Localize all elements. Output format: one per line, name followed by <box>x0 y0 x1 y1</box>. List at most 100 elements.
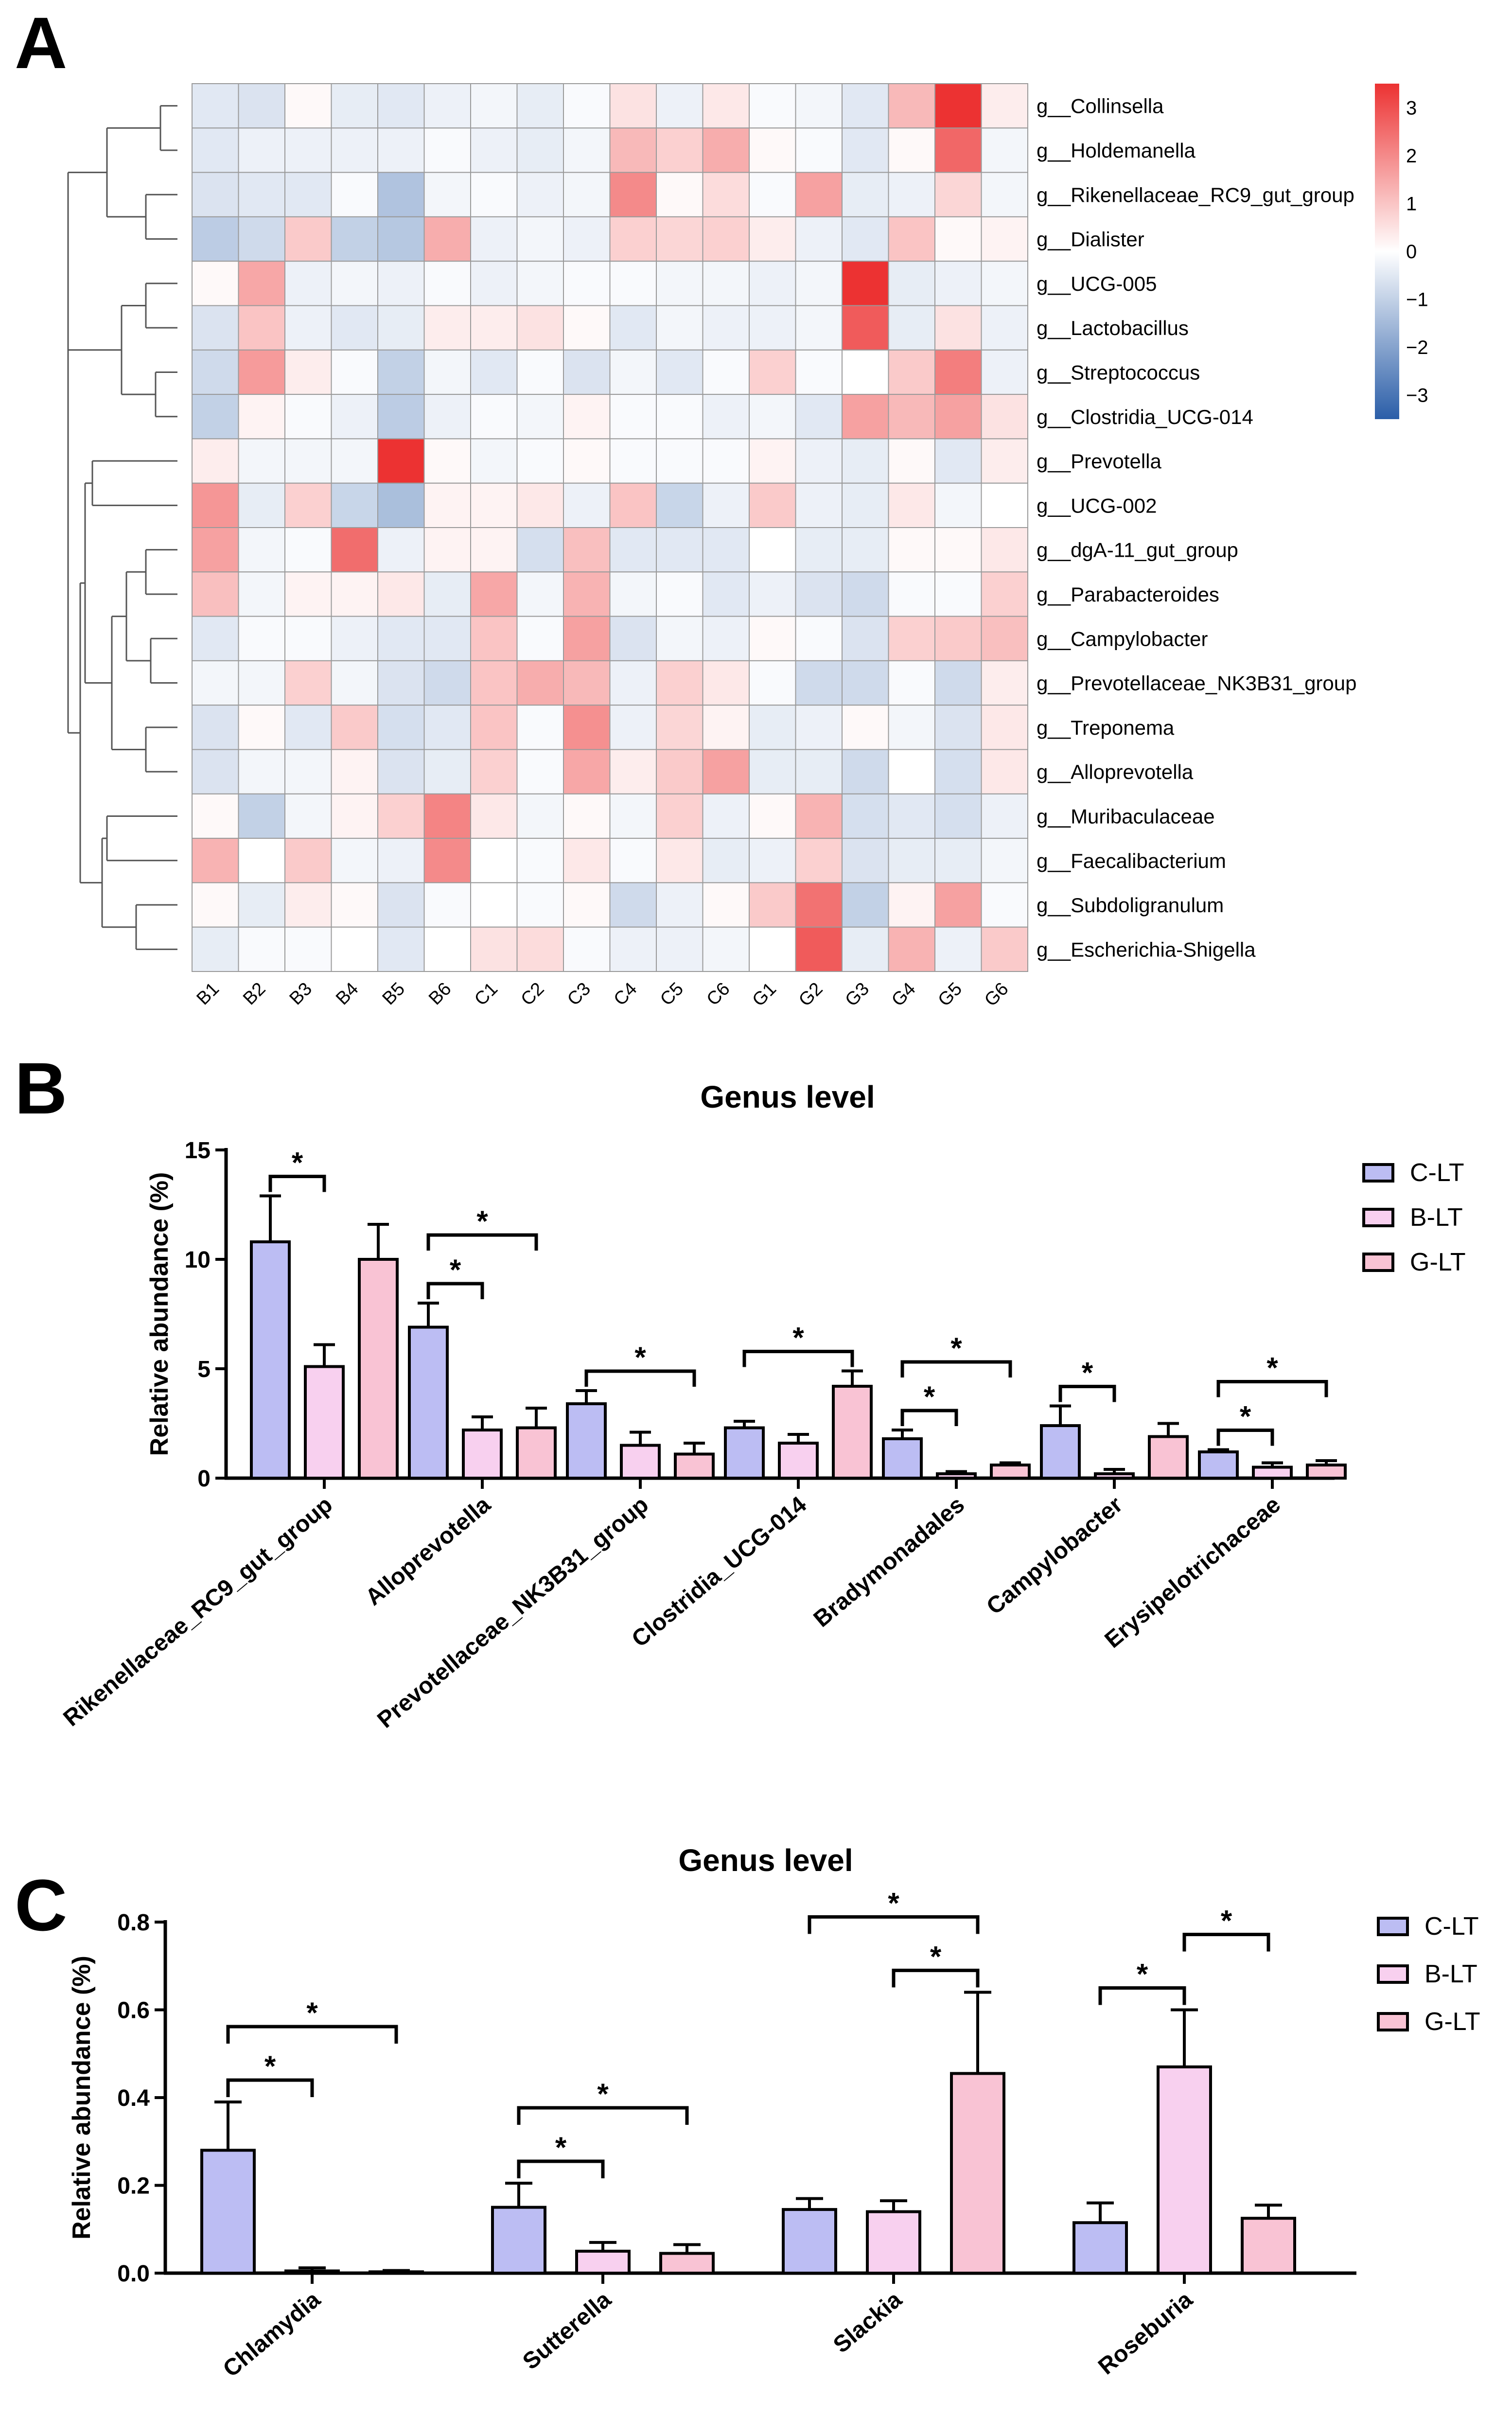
heatmap-cell <box>238 749 285 795</box>
heatmap-cell <box>331 261 378 306</box>
bar-b-lt <box>620 1444 661 1480</box>
colorbar-tick-label: 2 <box>1406 145 1417 167</box>
heatmap-cell <box>377 527 425 573</box>
heatmap-cell <box>563 882 611 928</box>
heatmap-cell <box>702 482 750 529</box>
heatmap-cell <box>609 571 657 617</box>
heatmap-cell <box>981 616 1028 661</box>
heatmap-cell <box>702 127 750 173</box>
heatmap-cell <box>795 394 843 440</box>
heatmap-cell <box>795 838 843 883</box>
heatmap-cell <box>795 349 843 395</box>
heatmap-cell <box>470 616 518 661</box>
y-tick-label: 0.0 <box>117 2261 150 2287</box>
heatmap-cell <box>516 571 564 617</box>
heatmap-cell <box>888 127 935 173</box>
heatmap-cell <box>563 349 611 395</box>
heatmap-cell <box>470 305 518 351</box>
significance-bracket <box>226 2078 314 2098</box>
heatmap-cell <box>331 305 378 351</box>
heatmap-cell <box>609 616 657 661</box>
heatmap-row-label: g__dgA-11_gut_group <box>1037 539 1238 562</box>
bar-g-lt <box>990 1464 1031 1480</box>
heatmap-cell <box>795 616 843 661</box>
heatmap-cell <box>563 261 611 306</box>
heatmap-cell <box>563 527 611 573</box>
heatmap-cell <box>192 749 239 795</box>
significance-star: * <box>450 1254 461 1286</box>
heatmap-cell <box>842 482 889 529</box>
heatmap-cell <box>749 660 796 706</box>
heatmap-cell <box>423 172 471 217</box>
heatmap-cell <box>795 571 843 617</box>
heatmap-cell <box>934 793 982 839</box>
heatmap-cell <box>516 749 564 795</box>
legend-swatch-c-lt <box>1362 1163 1394 1183</box>
heatmap-cell <box>284 83 332 129</box>
heatmap-cell <box>563 482 611 529</box>
heatmap-cell <box>656 83 703 129</box>
heatmap-row-label: g__Holdemanella <box>1037 139 1196 162</box>
heatmap-cell <box>795 261 843 306</box>
heatmap-cell <box>749 749 796 795</box>
bar-g-lt <box>950 2072 1005 2275</box>
heatmap-cell <box>842 660 889 706</box>
heatmap-cell <box>563 438 611 484</box>
heatmap-row-label: g__Streptococcus <box>1037 361 1200 384</box>
bar-b-lt <box>575 2249 631 2275</box>
heatmap-cell <box>563 793 611 839</box>
heatmap-cell <box>238 394 285 440</box>
heatmap-cell <box>238 705 285 750</box>
panel-label-b: B <box>15 1047 67 1129</box>
heatmap-cell <box>842 926 889 972</box>
y-tick-label: 0.8 <box>117 1910 150 1936</box>
legend-label-b-lt: B-LT <box>1410 1203 1463 1232</box>
heatmap-cell <box>795 749 843 795</box>
heatmap-cell <box>284 127 332 173</box>
heatmap-row-label: g__Campylobacter <box>1037 627 1208 650</box>
heatmap-cell <box>702 305 750 351</box>
significance-bracket <box>892 1968 980 1988</box>
heatmap-cell <box>749 83 796 129</box>
heatmap-cell <box>842 571 889 617</box>
heatmap-cell <box>470 261 518 306</box>
heatmap-cell <box>702 882 750 928</box>
bar-b-lt <box>462 1429 503 1480</box>
heatmap-cell <box>934 349 982 395</box>
heatmap-cell <box>284 660 332 706</box>
heatmap-cell <box>656 527 703 573</box>
heatmap-cell <box>284 349 332 395</box>
y-tick-label: 0 <box>197 1466 211 1492</box>
heatmap-cell <box>888 616 935 661</box>
heatmap-cell <box>563 83 611 129</box>
heatmap-cell <box>934 172 982 217</box>
heatmap-cell <box>981 127 1028 173</box>
heatmap-cell <box>470 705 518 750</box>
heatmap-cell <box>656 127 703 173</box>
heatmap-cell <box>470 127 518 173</box>
heatmap-cell <box>842 793 889 839</box>
heatmap-cell <box>238 838 285 883</box>
heatmap-cell <box>795 305 843 351</box>
heatmap-cell <box>238 793 285 839</box>
heatmap-cell <box>284 261 332 306</box>
heatmap-cell <box>423 438 471 484</box>
heatmap-row-label: g__Escherichia-Shigella <box>1037 938 1256 961</box>
heatmap-row-label: g__Faecalibacterium <box>1037 849 1226 872</box>
heatmap-row-label: g__Muribaculaceae <box>1037 805 1215 828</box>
y-tick-label: 15 <box>185 1138 211 1164</box>
heatmap-cell <box>656 749 703 795</box>
heatmap-cell <box>981 394 1028 440</box>
heatmap-cell <box>563 394 611 440</box>
heatmap-cell <box>284 394 332 440</box>
heatmap-cell <box>238 172 285 217</box>
y-tick-label: 10 <box>185 1247 211 1273</box>
heatmap-cell <box>192 926 239 972</box>
heatmap-cell <box>192 216 239 262</box>
heatmap-cell <box>934 705 982 750</box>
heatmap-cell <box>981 749 1028 795</box>
heatmap-cell <box>516 793 564 839</box>
heatmap-cell <box>470 527 518 573</box>
heatmap-cell <box>795 83 843 129</box>
heatmap-row-label: g__Dialister <box>1037 228 1144 251</box>
